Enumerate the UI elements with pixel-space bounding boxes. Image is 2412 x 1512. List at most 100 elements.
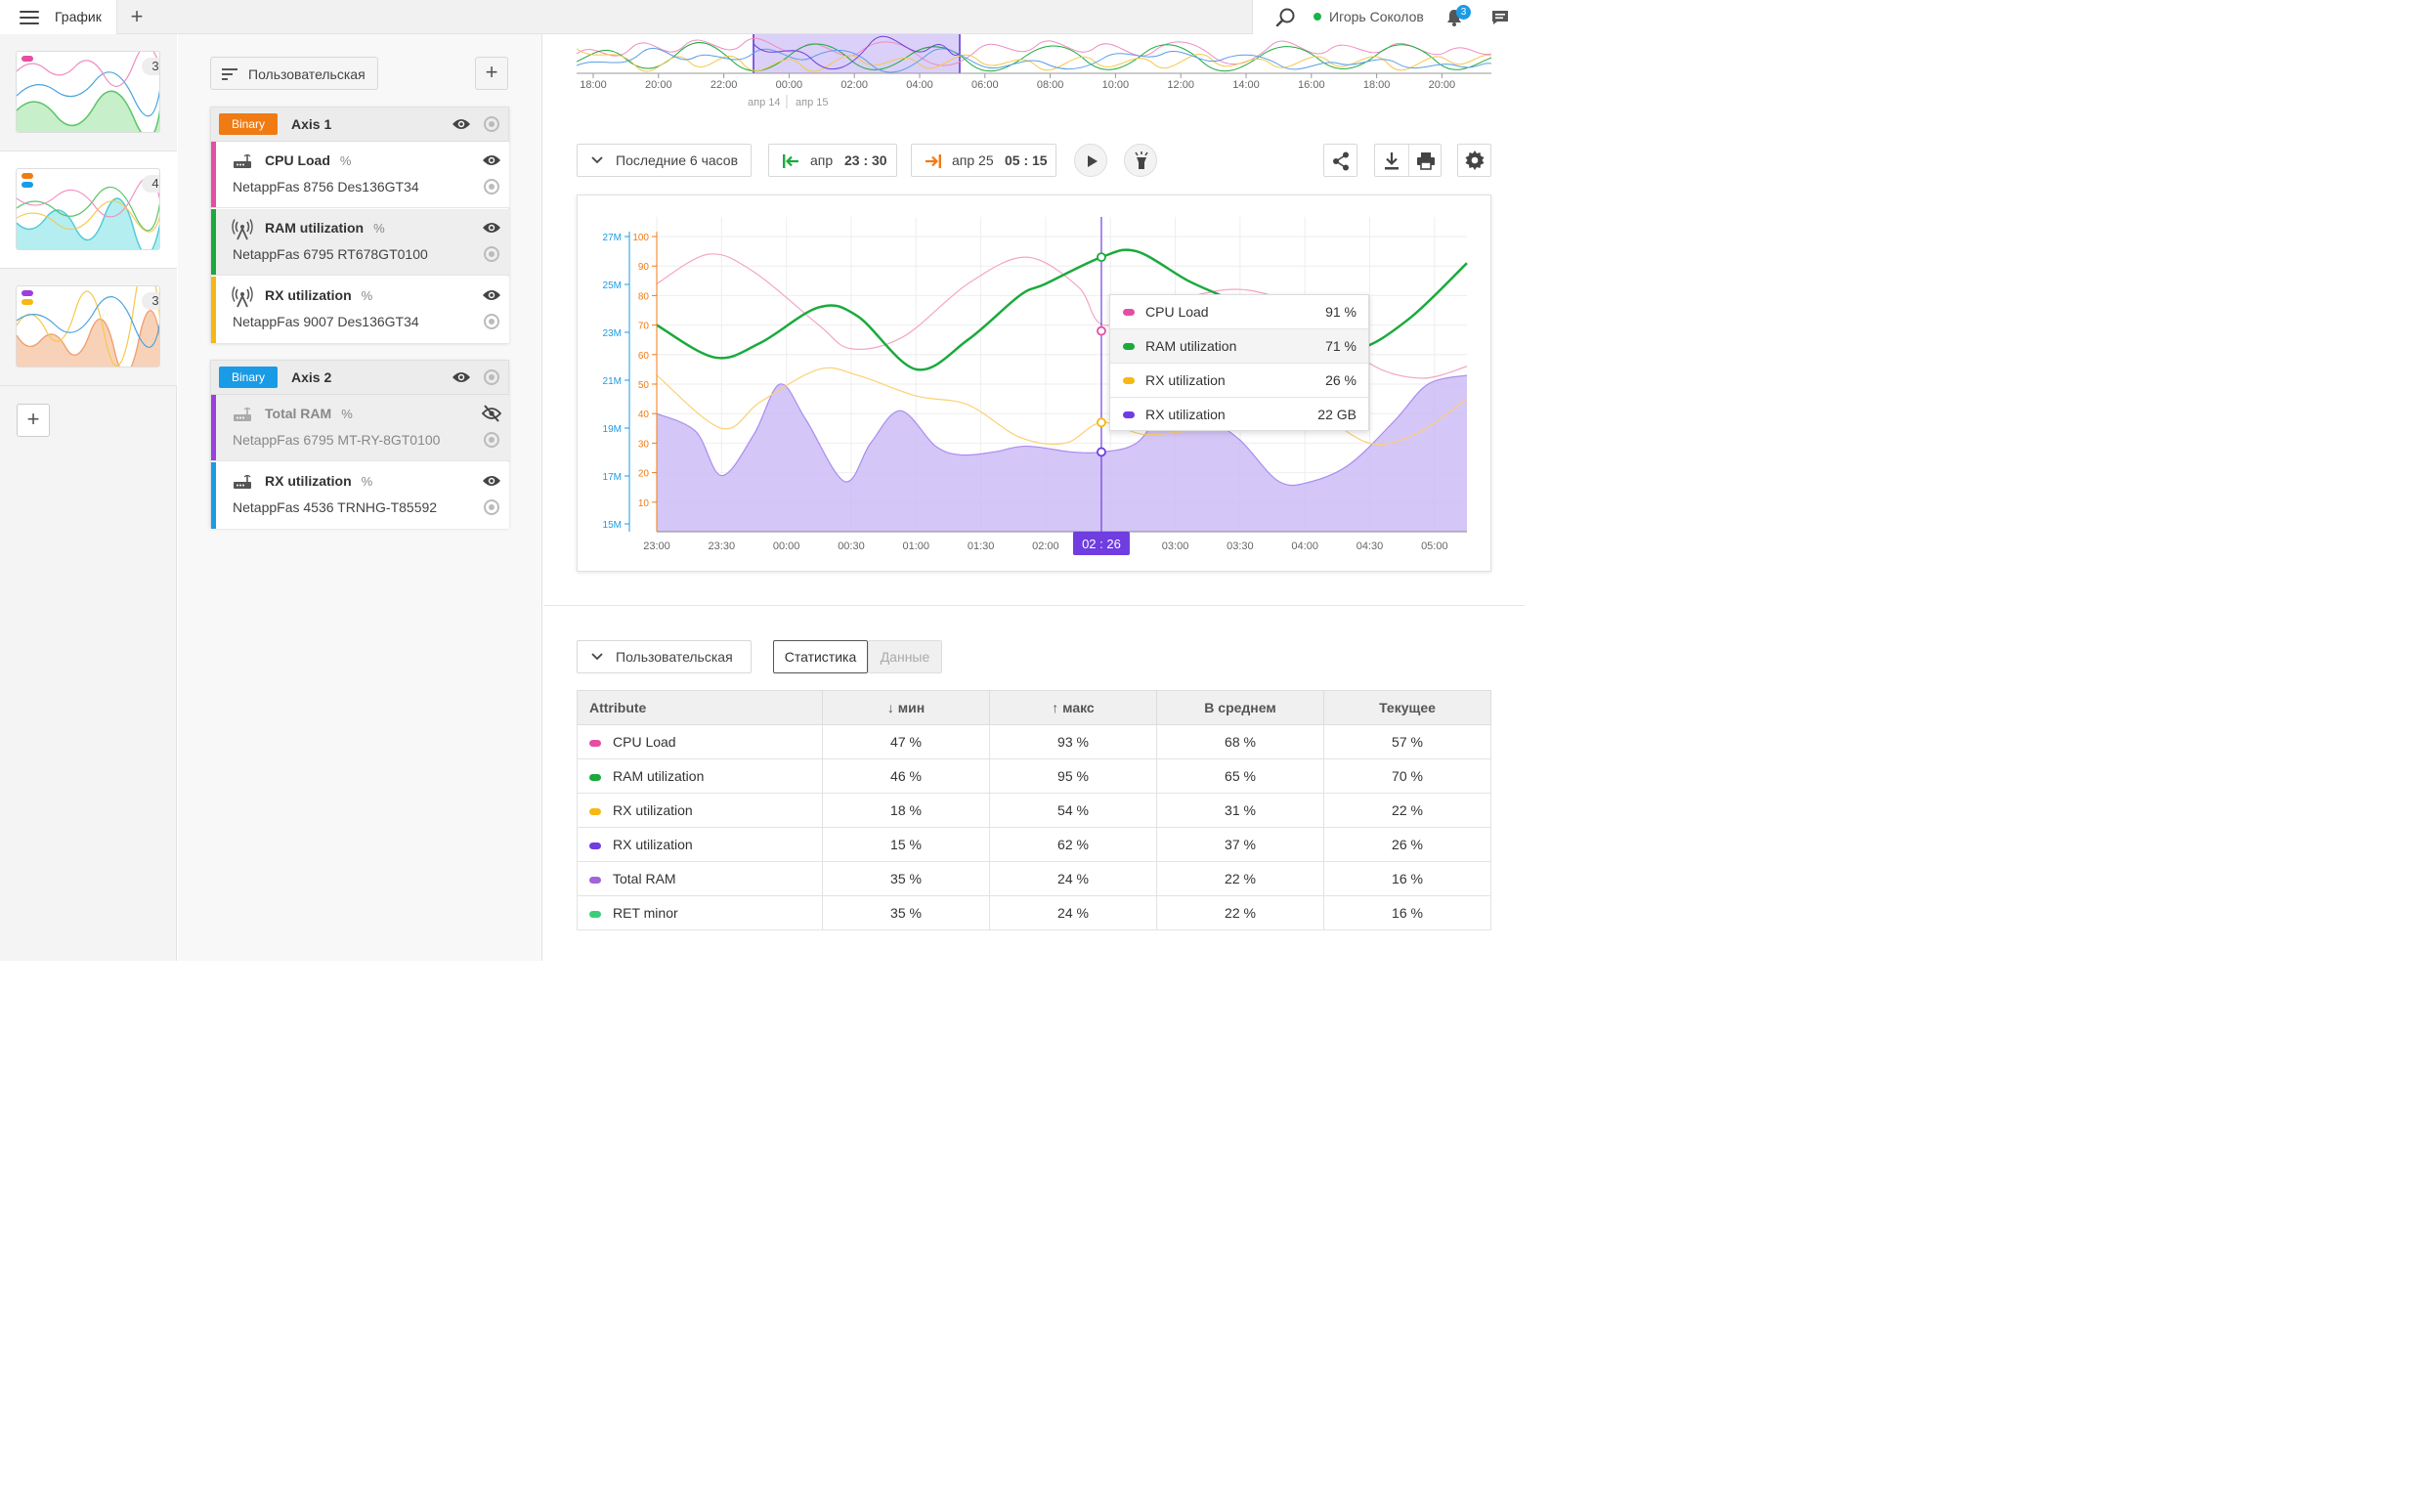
x-tick-label: 04:30 [1357, 540, 1384, 552]
series-color-bar [211, 142, 216, 207]
eye-icon[interactable] [482, 221, 501, 235]
table-row[interactable]: CPU Load 47 % 93 % 68 % 57 % [577, 724, 1491, 759]
user-name[interactable]: Игорь Соколов [1329, 9, 1424, 24]
col-average[interactable]: В среднем [1156, 690, 1324, 725]
target-icon[interactable] [484, 314, 499, 329]
start-month: апр [810, 152, 834, 168]
menu-icon[interactable] [20, 11, 39, 24]
share-button[interactable] [1323, 144, 1357, 177]
graph-thumbnail-2[interactable]: 4 [0, 151, 177, 269]
target-icon[interactable] [484, 246, 499, 262]
y-tick-label-right: 60 [638, 351, 650, 362]
target-icon[interactable] [484, 432, 499, 448]
overview-tick-label: 10:00 [1102, 79, 1130, 91]
series-row[interactable]: RAM utilization% NetappFas 6795 RT678GT0… [211, 209, 509, 276]
target-icon[interactable] [484, 499, 499, 515]
preset-label: Пользовательская [248, 66, 366, 82]
overview-tick-label: 14:00 [1232, 79, 1260, 91]
table-row[interactable]: Total RAM 35 % 24 % 22 % 16 % [577, 861, 1491, 896]
eye-icon[interactable] [452, 117, 471, 131]
download-icon[interactable] [1383, 151, 1400, 171]
main-chart[interactable]: 100 90 80 70 60 50 40 30 20 10 27M 25M 23M 21M 19M 17M 1… [578, 195, 1492, 573]
target-icon[interactable] [484, 116, 499, 132]
add-axis-button[interactable]: + [475, 57, 508, 90]
series-row[interactable]: Total RAM% NetappFas 6795 MT-RY-8GT0100 [211, 395, 509, 461]
col-max[interactable]: ↑ макс [989, 690, 1157, 725]
add-graph-button[interactable]: + [17, 404, 50, 437]
target-icon[interactable] [484, 369, 499, 385]
series-name: RX utilization% [265, 287, 373, 303]
start-time-field[interactable]: апр 23 : 30 [768, 144, 897, 177]
graph-thumbnail-1[interactable]: 3 [0, 34, 177, 151]
chart-tooltip: CPU Load 91 % RAM utilization 71 % RX util… [1109, 294, 1369, 431]
col-current[interactable]: Текущее [1323, 690, 1491, 725]
x-tick-label: 23:30 [709, 540, 736, 552]
table-row[interactable]: RAM utilization 46 % 95 % 65 % 70 % [577, 758, 1491, 794]
series-name: CPU Load% [265, 152, 352, 168]
thumbnail-preview: 3 [16, 51, 160, 133]
binary-badge[interactable]: Binary [219, 367, 279, 388]
series-row[interactable]: RX utilization% NetappFas 9007 Des136GT3… [211, 277, 509, 343]
preset-button[interactable]: Пользовательская [210, 57, 378, 90]
range-label: Последние 6 часов [616, 152, 739, 168]
binary-badge[interactable]: Binary [219, 113, 279, 135]
eye-icon[interactable] [452, 370, 471, 384]
axis-title: Axis 2 [291, 369, 332, 385]
series-row[interactable]: CPU Load% NetappFas 8756 Des136GT34 [211, 142, 509, 208]
play-button[interactable] [1074, 144, 1107, 177]
y-tick-label-right: 20 [638, 469, 650, 480]
axis-card-1: Binary Axis 1 CPU Load% NetappFas 8756 D… [210, 107, 509, 343]
start-time[interactable]: 23 : 30 [844, 152, 887, 168]
range-dropdown[interactable]: Последние 6 часов [577, 144, 752, 177]
add-tab-button[interactable]: + [130, 4, 144, 28]
eye-icon[interactable] [482, 288, 501, 302]
overview-timeline[interactable]: 18:00 20:00 22:00 00:00 02:00 04:00 06:00 08:00… [577, 34, 1491, 112]
series-name: RX utilization% [265, 473, 373, 489]
graph-thumbnail-3[interactable]: 3 [0, 269, 177, 386]
series-pill [22, 56, 33, 62]
y-tick-label-left: 25M [603, 281, 622, 291]
table-row[interactable]: RX utilization 18 % 54 % 31 % 22 % [577, 793, 1491, 828]
overview-tick-label: 20:00 [1429, 79, 1456, 91]
series-swatch [589, 773, 601, 781]
cursor-time-badge[interactable] [1072, 532, 1130, 555]
overview-tick-label: 12:00 [1167, 79, 1194, 91]
y-tick-label-left: 23M [603, 328, 622, 339]
table-header-row: Attribute ↓ мин ↑ макс В среднем Текущее [577, 690, 1491, 725]
overview-tick-label: 18:00 [580, 79, 607, 91]
series-source: NetappFas 9007 Des136GT34 [233, 314, 419, 329]
series-swatch [1123, 343, 1135, 350]
col-attribute[interactable]: Attribute [577, 690, 823, 725]
stats-table: Attribute ↓ мин ↑ макс В среднем Текущее… [577, 690, 1491, 930]
settings-button[interactable] [1457, 144, 1491, 177]
target-icon[interactable] [484, 179, 499, 194]
antenna-icon [232, 286, 253, 308]
end-month: апр 25 [952, 152, 994, 168]
search-icon[interactable] [1275, 7, 1297, 28]
router-icon [234, 474, 251, 489]
chat-icon[interactable] [1490, 9, 1510, 26]
eye-off-icon[interactable] [482, 405, 501, 422]
tab-data[interactable]: Данные [868, 640, 942, 673]
tooltip-row: RAM utilization 71 % [1110, 329, 1368, 364]
series-row[interactable]: RX utilization% NetappFas 4536 TRNHG-T85… [211, 462, 509, 529]
stats-preset-dropdown[interactable]: Пользовательская [577, 640, 752, 673]
tab-statistics[interactable]: Статистика [773, 640, 868, 673]
x-tick-label: 05:00 [1421, 540, 1448, 552]
print-icon[interactable] [1416, 151, 1436, 171]
router-icon [234, 153, 251, 168]
overview-tick-label: 16:00 [1298, 79, 1325, 91]
x-tick-label: 03:30 [1227, 540, 1254, 552]
tab-title: График [55, 9, 102, 24]
graph-tab[interactable]: График [0, 0, 117, 34]
end-time-field[interactable]: апр 25 05 : 15 [911, 144, 1056, 177]
table-row[interactable]: RX utilization 15 % 62 % 37 % 26 % [577, 827, 1491, 862]
end-time[interactable]: 05 : 15 [1005, 152, 1048, 168]
eye-icon[interactable] [482, 153, 501, 167]
y-tick-label-left: 27M [603, 233, 622, 243]
table-row[interactable]: RET minor 35 % 24 % 22 % 16 % [577, 895, 1491, 930]
eye-icon[interactable] [482, 474, 501, 488]
highlight-button[interactable] [1124, 144, 1157, 177]
col-min[interactable]: ↓ мин [822, 690, 990, 725]
tooltip-row: RX utilization 22 GB [1110, 398, 1368, 432]
